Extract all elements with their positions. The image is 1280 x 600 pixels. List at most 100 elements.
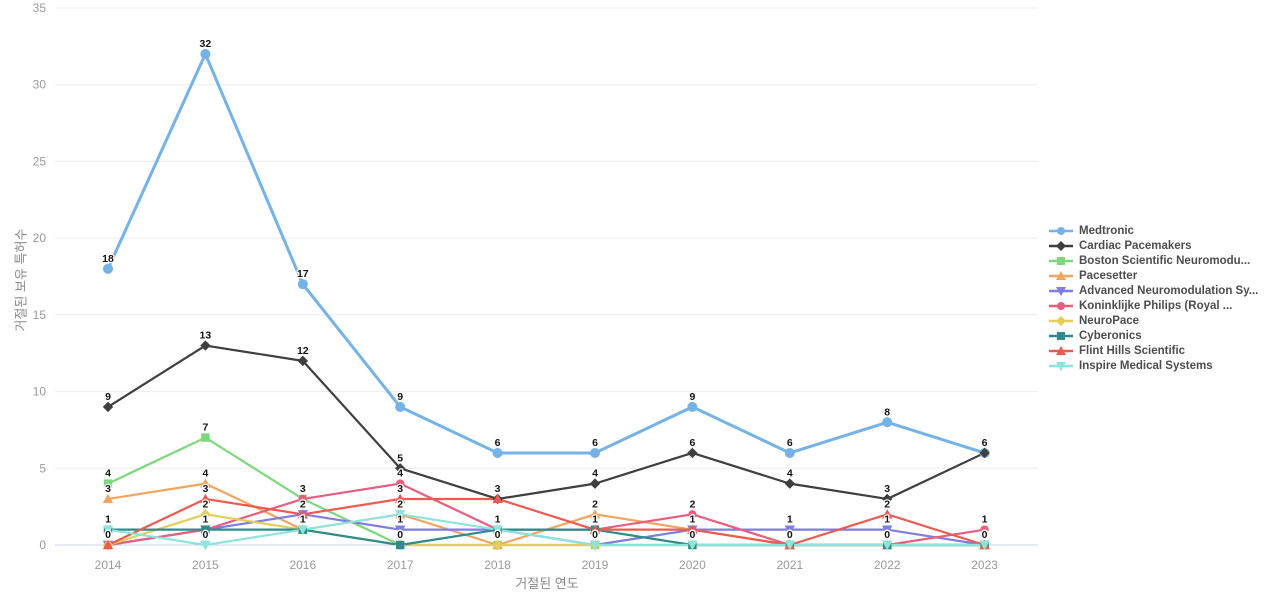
series-marker-medtronic [200,49,211,60]
point-label: 0 [787,529,793,541]
legend-item-cardiac-pacemakers[interactable]: Cardiac Pacemakers [1048,238,1258,253]
series-marker-cardiac-pacemakers [395,463,406,474]
series-marker-neuropace [200,509,211,520]
point-label: 1 [300,514,306,526]
point-label: 4 [787,468,793,480]
legend-item-pacesetter[interactable]: Pacesetter [1048,268,1258,283]
legend-item-neuropace[interactable]: NeuroPace [1048,313,1258,328]
point-label: 0 [105,529,111,541]
legend-triangle-down-icon [1049,361,1073,371]
point-label: 0 [495,529,501,541]
point-label: 0 [982,529,988,541]
point-label: 3 [495,483,501,495]
point-label: 0 [982,529,988,541]
y-axis-tick-label: 10 [33,385,47,399]
series-marker-inspire-medical-systems [395,510,406,520]
x-axis-tick-label: 2018 [484,558,511,572]
legend-marker-symbol [1056,286,1066,296]
series-marker-pacesetter [200,478,211,488]
legend-item-inspire-medical-systems[interactable]: Inspire Medical Systems [1048,358,1258,373]
point-label: 0 [787,529,793,541]
series-marker-koninklijke-philips-royal [298,494,307,504]
series-marker-inspire-medical-systems [784,540,795,551]
legend-circle-icon [1049,226,1073,235]
point-label: 4 [105,468,111,480]
point-label: 1 [300,514,306,526]
legend-marker-symbol [1057,331,1065,340]
series-marker-boston-scientific-neuromodu [201,433,210,442]
series-marker-cardiac-pacemakers [297,355,308,367]
series-marker-inspire-medical-systems [882,540,893,551]
series-marker-cyberonics [201,525,210,534]
point-label: 0 [592,529,598,541]
legend-item-koninklijke-philips-royal[interactable]: Koninklijke Philips (Royal ... [1048,298,1258,313]
x-axis-tick-label: 2019 [582,558,609,572]
legend-item-label: Flint Hills Scientific [1079,344,1186,357]
series-marker-pacesetter [589,509,601,519]
legend-item-label: Koninklijke Philips (Royal ... [1079,299,1233,312]
x-axis-tick-label: 2017 [387,558,414,572]
point-label: 0 [689,529,695,541]
series-marker-medtronic [103,263,113,274]
point-label: 0 [884,529,890,541]
point-label: 3 [300,483,306,495]
series-marker-flint-hills-scientific [492,493,503,504]
point-label: 0 [884,529,890,541]
series-marker-flint-hills-scientific [589,524,601,534]
point-label: 18 [102,253,114,265]
point-label: 5 [397,452,403,464]
legend-marker-symbol [1057,256,1065,265]
series-marker-cardiac-pacemakers [882,493,893,505]
point-label: 0 [689,529,695,541]
legend-marker-symbol [1056,240,1066,251]
series-marker-flint-hills-scientific [102,539,114,550]
series-marker-pacesetter [102,493,114,504]
legend-item-flint-hills-scientific[interactable]: Flint Hills Scientific [1048,343,1258,358]
point-label: 2 [689,498,695,510]
y-axis-tick-label: 20 [33,231,47,245]
point-label: 1 [884,514,890,526]
point-label: 0 [884,529,890,541]
series-marker-inspire-medical-systems [687,540,698,551]
legend-triangle-up-icon [1049,270,1073,280]
series-marker-medtronic [687,401,698,412]
legend-marker-symbol [1056,315,1066,326]
series-marker-flint-hills-scientific [687,524,698,534]
point-label: 0 [397,529,403,541]
series-marker-medtronic [784,447,795,458]
legend-item-medtronic[interactable]: Medtronic [1048,223,1258,238]
legend-item-label: Pacesetter [1079,269,1138,282]
point-label: 1 [202,514,208,526]
legend-item-label: Boston Scientific Neuromodu... [1079,254,1251,267]
x-axis-tick-label: 2015 [192,558,219,572]
legend-item-advanced-neuromodulation-sy[interactable]: Advanced Neuromodulation Sy... [1048,283,1258,298]
point-label: 9 [105,391,111,403]
point-label: 6 [982,437,988,449]
series-marker-koninklijke-philips-royal [396,479,405,488]
point-label: 0 [105,529,111,541]
y-axis-tick-label: 25 [33,154,47,168]
legend-circle-icon [1049,301,1073,310]
legend-item-boston-scientific-neuromodu[interactable]: Boston Scientific Neuromodu... [1048,253,1258,268]
point-label: 1 [300,514,306,526]
point-label: 17 [297,268,309,280]
point-label: 4 [202,468,208,480]
point-label: 1 [592,514,598,526]
series-line-medtronic [106,52,987,455]
legend-marker-symbol [1057,226,1065,235]
series-line-cardiac-pacemakers [106,344,986,501]
point-label: 1 [105,514,111,526]
y-axis-tick-label: 35 [33,1,47,15]
point-label: 3 [105,483,111,495]
point-label: 0 [884,529,890,541]
point-label: 0 [495,529,501,541]
x-axis-tick-label: 2014 [95,558,122,572]
point-label: 0 [592,529,598,541]
point-label: 0 [884,529,890,541]
y-axis-tick-label: 5 [39,461,46,475]
legend-item-cyberonics[interactable]: Cyberonics [1048,328,1258,343]
point-label: 7 [202,422,208,434]
point-label: 32 [200,38,212,50]
point-label: 1 [495,514,501,526]
